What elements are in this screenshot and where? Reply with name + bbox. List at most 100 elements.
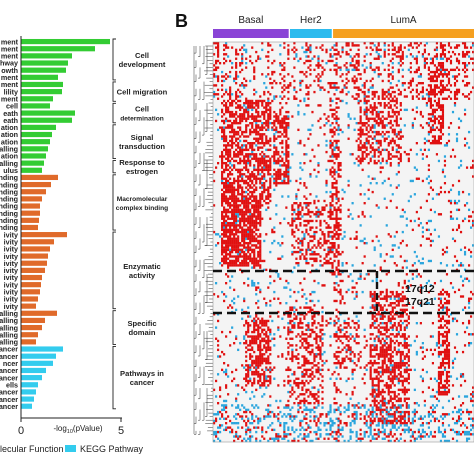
heatmap-cell <box>231 93 234 96</box>
heatmap-cell <box>351 202 354 205</box>
heatmap-cell <box>315 370 318 374</box>
heatmap-cell <box>273 159 276 163</box>
heatmap-cell <box>249 226 252 229</box>
heatmap-cell <box>397 150 400 154</box>
heatmap-cell <box>293 250 296 254</box>
heatmap-cell <box>301 333 304 336</box>
heatmap-cell <box>261 382 264 385</box>
heatmap-cell <box>309 59 312 63</box>
heatmap-cell <box>381 390 384 394</box>
heatmap-cell <box>339 299 342 303</box>
heatmap-cell <box>287 177 290 180</box>
heatmap-cell <box>355 62 358 65</box>
heatmap-cell <box>251 170 254 174</box>
heatmap-cell <box>225 119 228 123</box>
category-label-15: alling <box>0 145 18 154</box>
heatmap-cell <box>389 322 392 325</box>
heatmap-cell <box>269 159 272 163</box>
heatmap-cell <box>227 253 230 256</box>
heatmap-cell <box>285 302 288 305</box>
heatmap-cell <box>379 317 382 320</box>
heatmap-cell <box>247 115 250 118</box>
heatmap-cell <box>317 353 320 356</box>
heatmap-cell <box>347 339 350 343</box>
heatmap-cell <box>269 179 272 183</box>
heatmap-cell <box>237 213 240 216</box>
heatmap-cell <box>297 290 300 294</box>
heatmap-cell <box>379 355 382 358</box>
heatmap-cell <box>291 359 294 363</box>
heatmap-cell <box>371 137 374 140</box>
heatmap-cell <box>329 406 332 409</box>
heatmap-cell <box>345 330 348 334</box>
heatmap-cell <box>389 297 392 300</box>
heatmap-cell <box>249 435 252 438</box>
heatmap-cell <box>397 366 400 369</box>
heatmap-cell <box>393 375 396 378</box>
heatmap-cell <box>293 430 296 434</box>
heatmap-cell <box>335 73 338 76</box>
heatmap-cell <box>227 157 230 160</box>
heatmap-cell <box>335 339 338 343</box>
heatmap-cell <box>301 313 304 316</box>
heatmap-cell <box>213 93 216 96</box>
heatmap-cell <box>351 404 354 407</box>
heatmap-cell <box>379 119 382 123</box>
category-label-8: ment <box>1 94 19 103</box>
heatmap-cell <box>319 384 322 387</box>
heatmap-cell <box>225 188 228 192</box>
heatmap-cell <box>371 239 374 243</box>
heatmap-cell <box>279 53 282 56</box>
heatmap-cell <box>229 170 232 174</box>
heatmap-cell <box>213 419 216 423</box>
heatmap-cell <box>389 413 392 416</box>
heatmap-cell <box>317 428 320 432</box>
heatmap-cell <box>255 90 258 94</box>
heatmap-cell <box>325 117 328 120</box>
heatmap-cell <box>283 182 286 185</box>
heatmap-cell <box>239 244 242 247</box>
heatmap-cell <box>353 406 356 409</box>
heatmap-cell <box>233 206 236 209</box>
heatmap-cell <box>247 193 250 196</box>
heatmap-cell <box>303 333 306 336</box>
heatmap-cell <box>375 395 378 398</box>
heatmap-cell <box>381 110 384 114</box>
heatmap-cell <box>273 333 276 336</box>
heatmap-cell <box>359 162 362 165</box>
heatmap-cell <box>295 397 298 400</box>
heatmap-cell <box>237 193 240 196</box>
heatmap-cell <box>283 406 286 409</box>
heatmap-cell <box>253 168 256 172</box>
heatmap-cell <box>331 175 334 178</box>
heatmap-cell <box>221 222 224 225</box>
heatmap-cell <box>375 375 378 378</box>
heatmap-cell <box>229 182 232 185</box>
heatmap-cell <box>399 308 402 312</box>
heatmap-cell <box>251 146 254 149</box>
heatmap-cell <box>393 404 396 407</box>
heatmap-cell <box>363 70 366 74</box>
heatmap-cell <box>333 130 336 134</box>
heatmap-cell <box>231 422 234 425</box>
heatmap-cell <box>309 415 312 418</box>
heatmap-cell <box>377 150 380 154</box>
heatmap-cell <box>289 417 292 420</box>
heatmap-cell <box>305 408 308 412</box>
heatmap-cell <box>363 430 366 434</box>
heatmap-cell <box>247 162 250 165</box>
heatmap-cell <box>345 93 348 96</box>
heatmap-cell <box>265 350 268 354</box>
heatmap-cell <box>365 242 368 245</box>
heatmap-cell <box>255 404 258 407</box>
heatmap-cell <box>363 406 366 409</box>
heatmap-cell <box>261 102 264 105</box>
heatmap-cell <box>241 262 244 265</box>
heatmap-cell <box>287 382 290 385</box>
heatmap-cell <box>249 202 252 205</box>
heatmap-cell <box>305 48 308 52</box>
heatmap-cell <box>377 366 380 369</box>
heatmap-cell <box>313 419 316 423</box>
heatmap-cell <box>239 217 242 220</box>
heatmap-cell <box>329 59 332 63</box>
